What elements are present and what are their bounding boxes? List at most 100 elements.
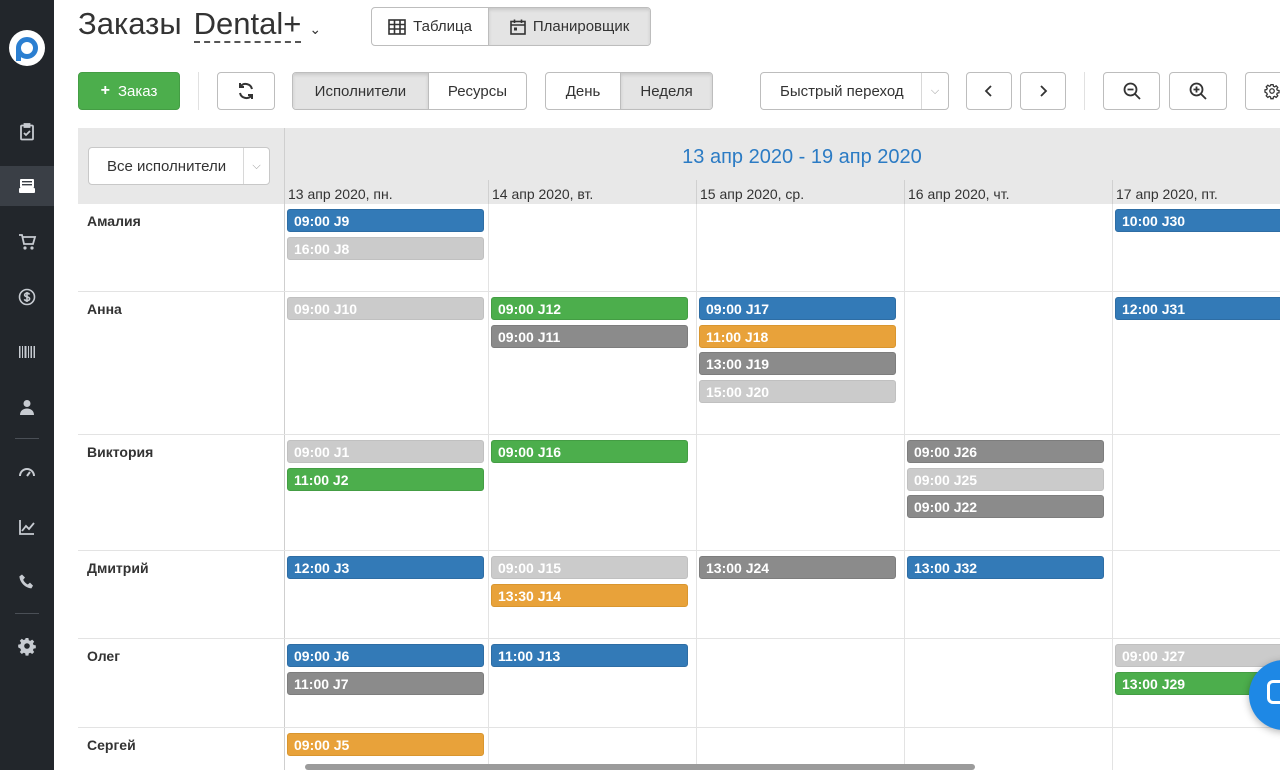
tab-executors[interactable]: Исполнители bbox=[293, 73, 429, 109]
order-event[interactable]: 09:00 J26 bbox=[907, 440, 1104, 463]
order-event[interactable]: 09:00 J1 bbox=[287, 440, 484, 463]
zoom-out-button[interactable] bbox=[1103, 72, 1160, 110]
plus-icon: + bbox=[100, 82, 110, 99]
cart-icon bbox=[19, 234, 37, 250]
order-event[interactable]: 12:00 J31 bbox=[1115, 297, 1280, 320]
zoom-in-icon bbox=[1189, 82, 1207, 100]
day-header: 16 апр 2020, чт. bbox=[908, 186, 1010, 202]
day-header: 17 апр 2020, пт. bbox=[1116, 186, 1218, 202]
order-event[interactable]: 09:00 J10 bbox=[287, 297, 484, 320]
executor-name: Анна bbox=[87, 301, 122, 317]
sidebar-item-reports[interactable] bbox=[0, 507, 54, 547]
add-order-label: Заказ bbox=[117, 82, 158, 100]
chevron-down-icon[interactable]: ⌄ bbox=[309, 21, 322, 37]
order-event[interactable]: 13:00 J19 bbox=[699, 352, 896, 375]
order-event[interactable]: 11:00 J2 bbox=[287, 468, 484, 491]
clipboard-check-icon bbox=[20, 123, 34, 141]
sidebar-item-finance[interactable] bbox=[0, 277, 54, 317]
sidebar-item-orders[interactable] bbox=[0, 166, 54, 206]
orders-tray-icon bbox=[19, 179, 35, 193]
order-event[interactable]: 09:00 J6 bbox=[287, 644, 484, 667]
order-event[interactable]: 09:00 J25 bbox=[907, 468, 1104, 491]
chevron-left-icon bbox=[984, 85, 992, 97]
order-event[interactable]: 16:00 J8 bbox=[287, 237, 484, 260]
sidebar-item-settings[interactable] bbox=[0, 626, 54, 666]
row-divider bbox=[78, 550, 1280, 551]
executor-name: Дмитрий bbox=[87, 560, 149, 576]
order-event[interactable]: 12:00 J3 bbox=[287, 556, 484, 579]
order-event[interactable]: 09:00 J27 bbox=[1115, 644, 1280, 667]
order-event[interactable]: 11:00 J13 bbox=[491, 644, 688, 667]
tab-week[interactable]: Неделя bbox=[621, 73, 712, 109]
page-title: Заказы Dental+ ⌄ bbox=[78, 6, 321, 43]
executor-name: Амалия bbox=[87, 213, 141, 229]
scheduler: Все исполнители ⌵ 13 апр 2020 - 19 апр 2… bbox=[78, 128, 1280, 770]
tab-day[interactable]: День bbox=[546, 73, 622, 109]
scheduler-divider bbox=[284, 128, 285, 770]
order-event[interactable]: 13:00 J32 bbox=[907, 556, 1104, 579]
order-event[interactable]: 15:00 J20 bbox=[699, 380, 896, 403]
mode-switch: Исполнители Ресурсы bbox=[292, 72, 527, 110]
sidebar-separator bbox=[15, 438, 39, 439]
order-event[interactable]: 09:00 J17 bbox=[699, 297, 896, 320]
date-range-title: 13 апр 2020 - 19 апр 2020 bbox=[682, 146, 922, 168]
tab-planner[interactable]: Планировщик bbox=[489, 8, 650, 45]
add-order-button[interactable]: + Заказ bbox=[78, 72, 180, 110]
sidebar-separator bbox=[15, 613, 39, 614]
user-icon bbox=[20, 400, 34, 415]
sidebar-item-dashboard[interactable] bbox=[0, 452, 54, 492]
settings-button[interactable] bbox=[1245, 72, 1280, 110]
next-week-button[interactable] bbox=[1020, 72, 1066, 110]
toolbar-separator bbox=[198, 72, 199, 110]
sidebar-item-calls[interactable] bbox=[0, 562, 54, 602]
order-event[interactable]: 09:00 J12 bbox=[491, 297, 688, 320]
day-header: 13 апр 2020, пн. bbox=[288, 186, 393, 202]
chevron-down-icon: ⌵ bbox=[921, 73, 948, 109]
order-event[interactable]: 13:30 J14 bbox=[491, 584, 688, 607]
sidebar-item-shop[interactable] bbox=[0, 222, 54, 262]
tab-table[interactable]: Таблица bbox=[372, 8, 490, 45]
order-event[interactable]: 09:00 J11 bbox=[491, 325, 688, 348]
phone-icon bbox=[19, 574, 33, 589]
order-event[interactable]: 09:00 J16 bbox=[491, 440, 688, 463]
order-event[interactable]: 09:00 J9 bbox=[287, 209, 484, 232]
order-event[interactable]: 09:00 J22 bbox=[907, 495, 1104, 518]
zoom-in-button[interactable] bbox=[1169, 72, 1227, 110]
zoom-out-icon bbox=[1123, 82, 1141, 100]
row-divider bbox=[78, 291, 1280, 292]
order-event[interactable]: 11:00 J18 bbox=[699, 325, 896, 348]
sidebar-item-warehouse[interactable] bbox=[0, 332, 54, 372]
order-event[interactable]: 10:00 J30 bbox=[1115, 209, 1280, 232]
prev-week-button[interactable] bbox=[966, 72, 1012, 110]
day-column-divider bbox=[696, 204, 697, 770]
gear-icon bbox=[18, 638, 36, 656]
dollar-icon bbox=[18, 288, 36, 306]
day-header-divider bbox=[1112, 180, 1113, 204]
day-column-divider bbox=[488, 204, 489, 770]
day-header: 15 апр 2020, ср. bbox=[700, 186, 805, 202]
refresh-button[interactable] bbox=[217, 72, 275, 110]
order-event[interactable]: 13:00 J24 bbox=[699, 556, 896, 579]
horizontal-scrollbar[interactable] bbox=[305, 764, 975, 770]
table-icon bbox=[388, 18, 406, 35]
page-title-text: Заказы bbox=[78, 6, 182, 41]
order-event[interactable]: 11:00 J7 bbox=[287, 672, 484, 695]
executor-filter-select[interactable]: Все исполнители ⌵ bbox=[88, 147, 270, 185]
logo[interactable] bbox=[9, 30, 45, 66]
order-event[interactable]: 09:00 J5 bbox=[287, 733, 484, 756]
executor-name: Олег bbox=[87, 648, 121, 664]
sidebar-item-clients[interactable] bbox=[0, 387, 54, 427]
tab-planner-label: Планировщик bbox=[532, 18, 630, 35]
order-event[interactable]: 09:00 J15 bbox=[491, 556, 688, 579]
gear-icon bbox=[1264, 83, 1280, 100]
company-selector[interactable]: Dental+ bbox=[193, 6, 302, 43]
quick-jump-select[interactable]: Быстрый переход ⌵ bbox=[760, 72, 949, 110]
tab-table-label: Таблица bbox=[413, 18, 472, 35]
sidebar-item-tasks[interactable] bbox=[0, 112, 54, 152]
speedometer-icon bbox=[19, 468, 35, 477]
row-divider bbox=[78, 638, 1280, 639]
order-event[interactable]: 13:00 J29 bbox=[1115, 672, 1280, 695]
logo-stem bbox=[16, 48, 21, 61]
tab-resources[interactable]: Ресурсы bbox=[447, 82, 507, 100]
